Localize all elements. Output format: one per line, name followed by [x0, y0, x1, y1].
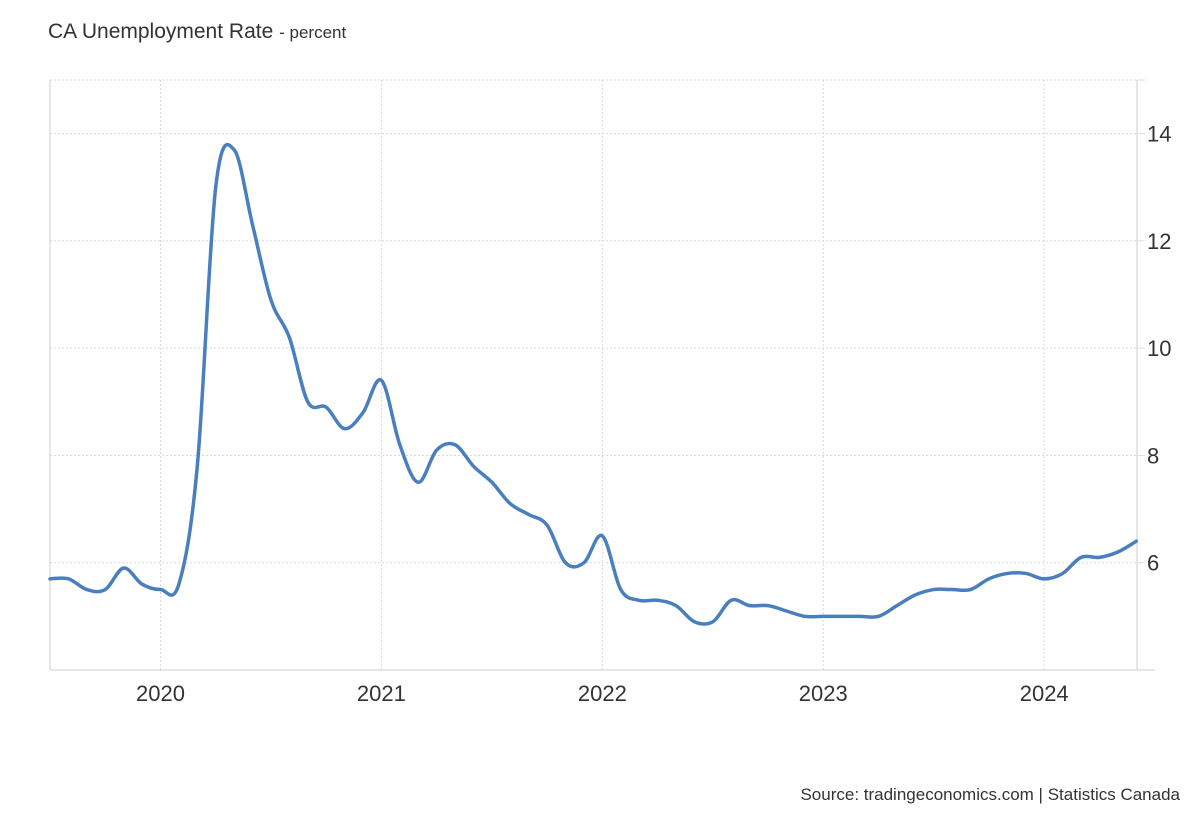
x-tick-label: 2021 [357, 681, 406, 706]
source-note: Source: tradingeconomics.com | Statistic… [800, 785, 1180, 804]
chart-title: CA Unemployment Rate - percent [48, 20, 346, 44]
tick-labels: 6 8 10 12 14 2020 2021 2022 2023 2024 [136, 122, 1171, 706]
y-tick-label: 12 [1147, 229, 1171, 254]
chart-unit-label: - percent [279, 23, 347, 42]
x-tick-label: 2022 [578, 681, 627, 706]
y-tick-label: 14 [1147, 122, 1171, 147]
chart-title-text: CA Unemployment Rate [48, 20, 274, 43]
x-tick-label: 2023 [799, 681, 848, 706]
series [48, 142, 1139, 626]
axes [49, 79, 1155, 671]
x-tick-label: 2024 [1020, 681, 1069, 706]
y-tick-label: 6 [1147, 551, 1159, 576]
y-tick-label: 10 [1147, 336, 1171, 361]
x-tick-label: 2020 [136, 681, 185, 706]
y-tick-label: 8 [1147, 443, 1159, 468]
series-line-unemployment-rate [48, 142, 1139, 626]
grid [50, 79, 1137, 670]
